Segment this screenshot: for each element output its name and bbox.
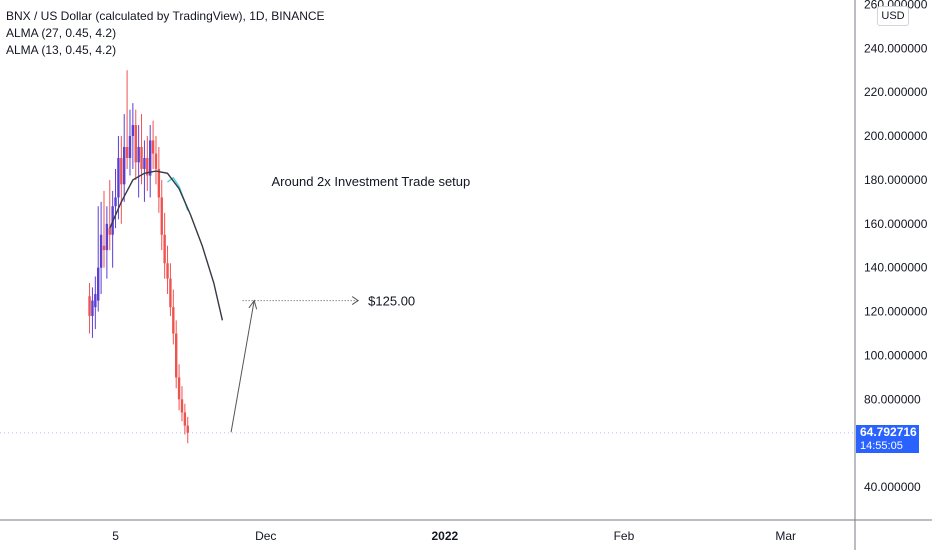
candle-body bbox=[163, 234, 166, 264]
x-tick-label: Dec bbox=[255, 529, 276, 543]
target-price-label: $125.00 bbox=[368, 294, 415, 309]
candle-body bbox=[91, 300, 94, 316]
candle-body bbox=[108, 228, 111, 235]
candle-body bbox=[125, 147, 129, 158]
candle-body bbox=[140, 147, 143, 169]
alma-13-line bbox=[109, 170, 224, 321]
candle-body bbox=[177, 377, 181, 400]
candle-body bbox=[88, 296, 91, 316]
indicator-alma-27[interactable]: ALMA (27, 0.45, 4.2) bbox=[6, 26, 117, 40]
candle-body bbox=[94, 294, 97, 308]
candle-body bbox=[97, 267, 100, 301]
y-tick-label: 120.000000 bbox=[864, 305, 928, 319]
candle-body bbox=[149, 140, 152, 176]
candle-body bbox=[172, 307, 175, 334]
candle-body bbox=[143, 157, 146, 169]
bar-countdown: 14:55:05 bbox=[860, 439, 903, 452]
candle-body bbox=[105, 223, 109, 251]
candle-body bbox=[117, 157, 120, 198]
candle-body bbox=[183, 412, 187, 426]
y-tick-label: 140.000000 bbox=[864, 261, 928, 275]
candle-body bbox=[123, 147, 126, 185]
candle-body bbox=[120, 157, 123, 185]
candle-body bbox=[102, 245, 106, 251]
candle-body bbox=[166, 263, 169, 279]
y-tick-label: 160.000000 bbox=[864, 217, 928, 231]
candle-body bbox=[131, 125, 135, 137]
candle-body bbox=[180, 399, 184, 413]
y-tick-label: 200.000000 bbox=[864, 129, 928, 143]
candle-body bbox=[128, 136, 132, 158]
chart-title: BNX / US Dollar (calculated by TradingVi… bbox=[6, 9, 325, 23]
candle-body bbox=[154, 153, 158, 169]
candle-body bbox=[114, 197, 117, 207]
candle-body bbox=[137, 147, 140, 163]
y-tick-label: 220.000000 bbox=[864, 85, 928, 99]
y-tick-label: 180.000000 bbox=[864, 173, 928, 187]
y-tick-label: 40.000000 bbox=[864, 480, 921, 494]
candle-body bbox=[174, 333, 178, 378]
alma-27-line bbox=[167, 176, 189, 211]
y-tick-label: 240.000000 bbox=[864, 41, 928, 55]
x-tick-label: Mar bbox=[775, 529, 796, 543]
candle-body bbox=[160, 197, 163, 235]
x-tick-label: Feb bbox=[614, 529, 635, 543]
y-tick-label: 80.000000 bbox=[864, 392, 921, 406]
projection-arrow bbox=[230, 300, 255, 433]
x-tick-label: 5 bbox=[112, 529, 119, 543]
candle-body bbox=[99, 234, 103, 268]
last-price-value: 64.792716 bbox=[860, 424, 917, 439]
chart-legend: BNX / US Dollar (calculated by TradingVi… bbox=[6, 8, 325, 59]
y-tick-label: 100.000000 bbox=[864, 348, 928, 362]
trade-setup-note: Around 2x Investment Trade setup bbox=[272, 174, 471, 189]
candle-body bbox=[169, 278, 172, 308]
target-arrowhead bbox=[351, 296, 360, 306]
y-tick-label: 260.000000 bbox=[864, 0, 928, 11]
candle-body bbox=[151, 140, 155, 154]
indicator-alma-13[interactable]: ALMA (13, 0.45, 4.2) bbox=[6, 43, 117, 57]
candle-body bbox=[146, 157, 149, 176]
candle-body bbox=[157, 168, 161, 198]
candle-body bbox=[134, 125, 137, 163]
x-tick-label: 2022 bbox=[431, 529, 458, 543]
currency-button[interactable]: USD bbox=[877, 6, 909, 26]
last-price-label: 64.792716 14:55:05 bbox=[856, 424, 919, 453]
projection-arrowhead bbox=[248, 299, 258, 310]
candle-body bbox=[186, 425, 189, 433]
